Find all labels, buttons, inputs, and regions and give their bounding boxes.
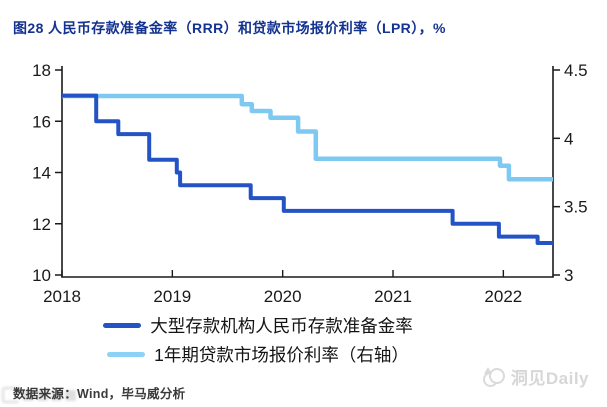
- lpr-series-line: [62, 93, 553, 182]
- x-axis-tick-label: 2020: [264, 287, 302, 306]
- legend-label-rrr: 大型存款机构人民币存款准备金率: [150, 316, 413, 336]
- right-axis-tick-label: 3.5: [564, 198, 588, 217]
- lpr-line-swatch: [107, 352, 146, 357]
- left-axis-tick-label: 18: [32, 61, 51, 80]
- right-axis-tick-label: 4.5: [564, 61, 588, 80]
- cat-logo-icon: [482, 367, 505, 387]
- chart-title: 图28 人民币存款准备金率（RRR）和贷款市场报价利率（LPR），%: [13, 20, 446, 36]
- rrr-series-line: [62, 93, 553, 245]
- right-axis-tick-label: 4: [564, 129, 573, 148]
- left-axis-tick-label: 14: [32, 164, 51, 183]
- camera-icon: [2, 387, 20, 403]
- watermark-text: 洞见Daily: [510, 369, 589, 388]
- left-axis-tick-label: 12: [32, 215, 51, 234]
- legend-item-rrr: 大型存款机构人民币存款准备金率: [103, 313, 413, 338]
- x-axis-tick-label: 2022: [484, 287, 522, 306]
- rrr-line-swatch: [103, 323, 142, 328]
- watermark-dongjian-daily: 洞见Daily: [482, 364, 589, 389]
- x-axis-tick-label: 2021: [374, 287, 412, 306]
- chart-legend: 大型存款机构人民币存款准备金率 1年期贷款市场报价利率（右轴）: [0, 313, 516, 367]
- rrr-lpr-chart: 18 16 14 12 10 4.5 4 3.5 3 2018 2019 2020 2021 2022: [32, 61, 588, 306]
- legend-item-lpr: 1年期贷款市场报价利率（右轴）: [107, 342, 409, 367]
- faint-screenshot-watermark: [2, 387, 76, 403]
- left-axis-tick-label: 16: [32, 112, 51, 131]
- right-axis-tick-label: 3: [564, 266, 573, 285]
- data-source-note: 数据来源：Wind，毕马威分析: [13, 387, 186, 401]
- x-axis-tick-label: 2018: [43, 287, 81, 306]
- left-axis-tick-label: 10: [32, 266, 51, 285]
- x-axis-tick-label: 2019: [153, 287, 191, 306]
- legend-label-lpr: 1年期贷款市场报价利率（右轴）: [154, 345, 409, 365]
